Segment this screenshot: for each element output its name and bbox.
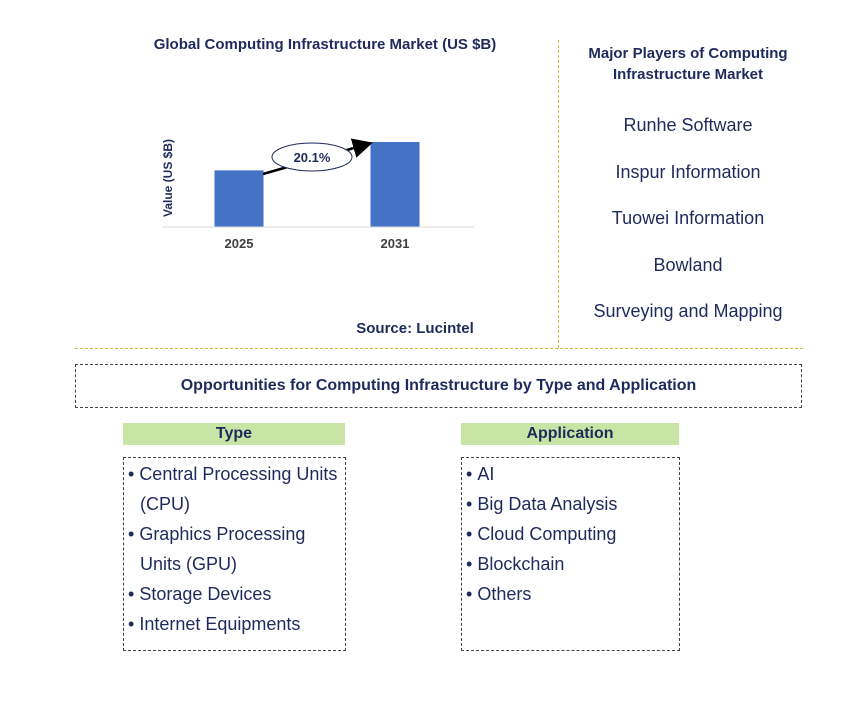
- application-item: Others: [466, 579, 673, 609]
- application-item: Big Data Analysis: [466, 489, 673, 519]
- application-item: AI: [466, 459, 673, 489]
- type-item: Graphics Processing Units (GPU): [128, 519, 339, 579]
- chart-title: Global Computing Infrastructure Market (…: [153, 36, 497, 53]
- application-item: Blockchain: [466, 549, 673, 579]
- x-tick-labels: 2025 2031: [225, 236, 410, 251]
- player-item: Runhe Software: [623, 115, 753, 135]
- type-heading: Type: [123, 423, 345, 445]
- players-list: Runhe Software Inspur Information Tuowei…: [568, 104, 808, 337]
- horizontal-divider: [75, 348, 803, 349]
- type-list-box: Central Processing Units (CPU) Graphics …: [123, 457, 346, 651]
- players-title: Major Players of Computing Infrastructur…: [588, 45, 788, 83]
- player-item: Bowland: [653, 254, 723, 275]
- opportunities-title: Opportunities for Computing Infrastructu…: [75, 364, 802, 408]
- bar-2025: [214, 170, 264, 227]
- x-tick-label-2031: 2031: [381, 236, 410, 251]
- y-axis-label: Value (US $B): [161, 139, 175, 217]
- bars-layer: [214, 142, 420, 227]
- player-item: Inspur Information: [615, 161, 761, 182]
- player-item: Surveying and Mapping: [593, 301, 783, 321]
- growth-rate-label: 20.1%: [294, 150, 331, 165]
- growth-rate-bubble: [271, 142, 353, 172]
- x-tick-label-2025: 2025: [225, 236, 254, 251]
- bar-chart: Value (US $B) 2025 2031 20.1%: [161, 138, 474, 251]
- source-note: Source: Lucintel: [356, 320, 474, 337]
- application-heading: Application: [461, 423, 679, 445]
- vertical-divider: [558, 40, 559, 348]
- type-item: Storage Devices: [128, 579, 339, 609]
- application-item: Cloud Computing: [466, 519, 673, 549]
- application-list: AI Big Data Analysis Cloud Computing Blo…: [466, 459, 673, 609]
- bar-2031: [370, 142, 420, 227]
- type-list: Central Processing Units (CPU) Graphics …: [128, 459, 339, 639]
- application-list-box: AI Big Data Analysis Cloud Computing Blo…: [461, 457, 680, 651]
- player-item: Tuowei Information: [611, 208, 765, 228]
- type-item: Internet Equipments: [128, 609, 339, 639]
- type-item: Central Processing Units (CPU): [128, 459, 339, 519]
